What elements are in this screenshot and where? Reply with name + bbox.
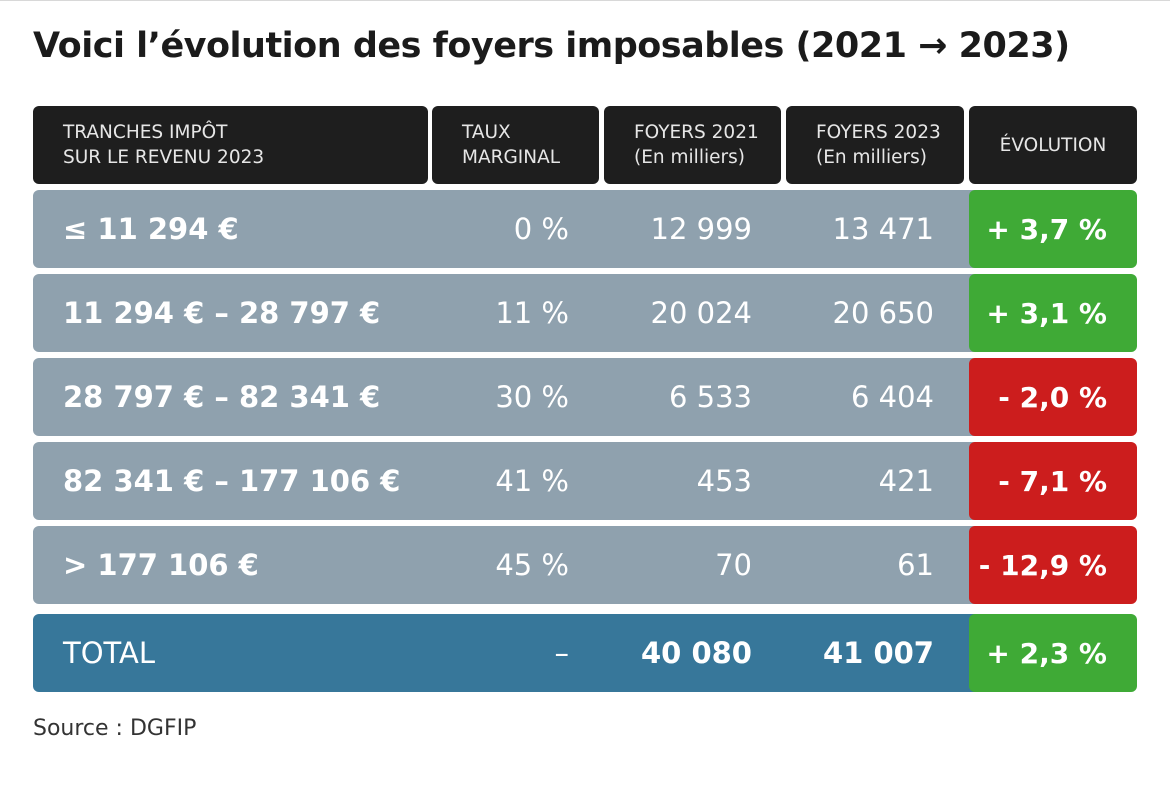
- cell-foyers-2023: 421: [734, 442, 934, 520]
- header-foyers-2023: FOYERS 2023 (En milliers): [786, 106, 964, 184]
- header-taux-marginal: TAUX MARGINAL: [432, 106, 599, 184]
- cell-taux: 30 %: [369, 358, 569, 436]
- evolution-badge-positive: + 3,7 %: [969, 190, 1137, 268]
- header-line-2: (En milliers): [816, 145, 964, 170]
- header-evolution: ÉVOLUTION: [969, 106, 1137, 184]
- cell-taux: 41 %: [369, 442, 569, 520]
- header-line-2: (En milliers): [634, 145, 781, 170]
- header-tranches: TRANCHES IMPÔT SUR LE REVENU 2023: [33, 106, 428, 184]
- header-line-1: TAUX: [462, 120, 599, 145]
- evolution-badge-positive: + 2,3 %: [969, 614, 1137, 692]
- total-label: TOTAL: [63, 614, 155, 692]
- header-line-2: SUR LE REVENU 2023: [63, 145, 428, 170]
- cell-foyers-2023: 6 404: [734, 358, 934, 436]
- cell-taux: 11 %: [369, 274, 569, 352]
- tranche-label: 82 341 € – 177 106 €: [63, 442, 400, 520]
- source-note: Source : DGFIP: [33, 716, 196, 741]
- total-foyers-2021: 40 080: [552, 614, 752, 692]
- evolution-badge-positive: + 3,1 %: [969, 274, 1137, 352]
- cell-foyers-2023: 13 471: [734, 190, 934, 268]
- header-line-1: FOYERS 2023: [816, 120, 964, 145]
- header-line-1: TRANCHES IMPÔT: [63, 120, 428, 145]
- header-line-1: FOYERS 2021: [634, 120, 781, 145]
- cell-foyers-2021: 12 999: [552, 190, 752, 268]
- top-divider: [0, 0, 1170, 1]
- tranche-label: 11 294 € – 28 797 €: [63, 274, 380, 352]
- header-foyers-2021: FOYERS 2021 (En milliers): [604, 106, 781, 184]
- evolution-badge-negative: - 12,9 %: [969, 526, 1137, 604]
- cell-foyers-2023: 20 650: [734, 274, 934, 352]
- cell-foyers-2023: 61: [734, 526, 934, 604]
- total-foyers-2023: 41 007: [734, 614, 934, 692]
- header-line-1: ÉVOLUTION: [1000, 133, 1107, 158]
- tranche-label: 28 797 € – 82 341 €: [63, 358, 380, 436]
- header-line-2: MARGINAL: [462, 145, 599, 170]
- cell-taux: 0 %: [369, 190, 569, 268]
- cell-taux: 45 %: [369, 526, 569, 604]
- cell-foyers-2021: 453: [552, 442, 752, 520]
- evolution-badge-negative: - 2,0 %: [969, 358, 1137, 436]
- tranche-label: > 177 106 €: [63, 526, 259, 604]
- cell-foyers-2021: 6 533: [552, 358, 752, 436]
- total-taux: –: [369, 614, 569, 692]
- cell-foyers-2021: 20 024: [552, 274, 752, 352]
- evolution-badge-negative: - 7,1 %: [969, 442, 1137, 520]
- tranche-label: ≤ 11 294 €: [63, 190, 239, 268]
- cell-foyers-2021: 70: [552, 526, 752, 604]
- chart-title: Voici l’évolution des foyers imposables …: [33, 26, 1070, 66]
